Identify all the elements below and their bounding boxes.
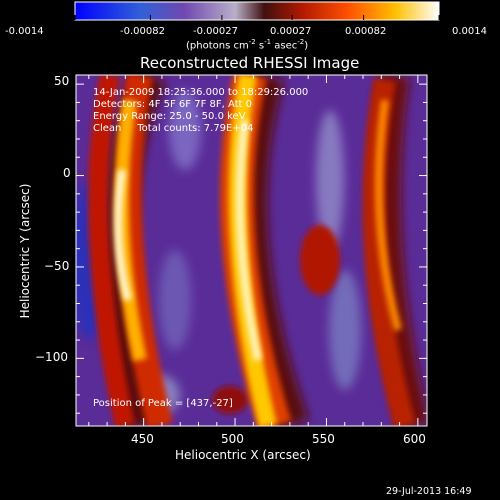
colorbar-tick-label: 0.00027	[270, 26, 312, 37]
annotation-clean-counts: Clean Total counts: 7.79E+04	[93, 123, 254, 134]
annotation-time-range: 14-Jan-2009 18:25:36.000 to 18:29:26.000	[93, 87, 309, 98]
y-tick-label: −100	[35, 350, 68, 364]
x-axis-title: Heliocentric X (arcsec)	[175, 448, 311, 462]
colorbar-units-label: (photons cm-2 s-1 asec-2)	[186, 38, 309, 52]
colorbar	[74, 1, 440, 21]
y-tick-label: −50	[44, 259, 70, 273]
plot-frame	[75, 74, 428, 427]
annotation-energy: Energy Range: 25.0 - 50.0 keV	[93, 111, 246, 122]
heatmap-image	[76, 75, 427, 426]
colorbar-tick-label: 0.00082	[345, 26, 387, 37]
plot-timestamp: 29-Jul-2013 16:49	[386, 486, 472, 497]
colorbar-ticks	[74, 15, 440, 20]
colorbar-tick-label: -0.00027	[193, 26, 238, 37]
y-tick-label: 50	[54, 74, 70, 88]
chart-title: Reconstructed RHESSI Image	[140, 54, 360, 72]
colorbar-tick-label: -0.0014	[5, 26, 44, 37]
axis-ticks	[76, 75, 427, 426]
x-tick-label: 450	[131, 432, 154, 446]
x-tick-label: 550	[312, 432, 335, 446]
colorbar-tick-label: 0.0014	[452, 26, 487, 37]
colorbar-tick-label: -0.00082	[120, 26, 165, 37]
x-tick-label: 500	[221, 432, 244, 446]
annotation-detectors: Detectors: 4F 5F 6F 7F 8F, Att 0	[93, 99, 253, 110]
x-tick-label: 600	[403, 432, 426, 446]
y-axis-title: Heliocentric Y (arcsec)	[18, 183, 32, 319]
annotation-peak: Position of Peak = [437,-27]	[93, 398, 233, 409]
colorbar-gradient	[74, 1, 440, 21]
y-tick-label: 0	[63, 166, 71, 180]
